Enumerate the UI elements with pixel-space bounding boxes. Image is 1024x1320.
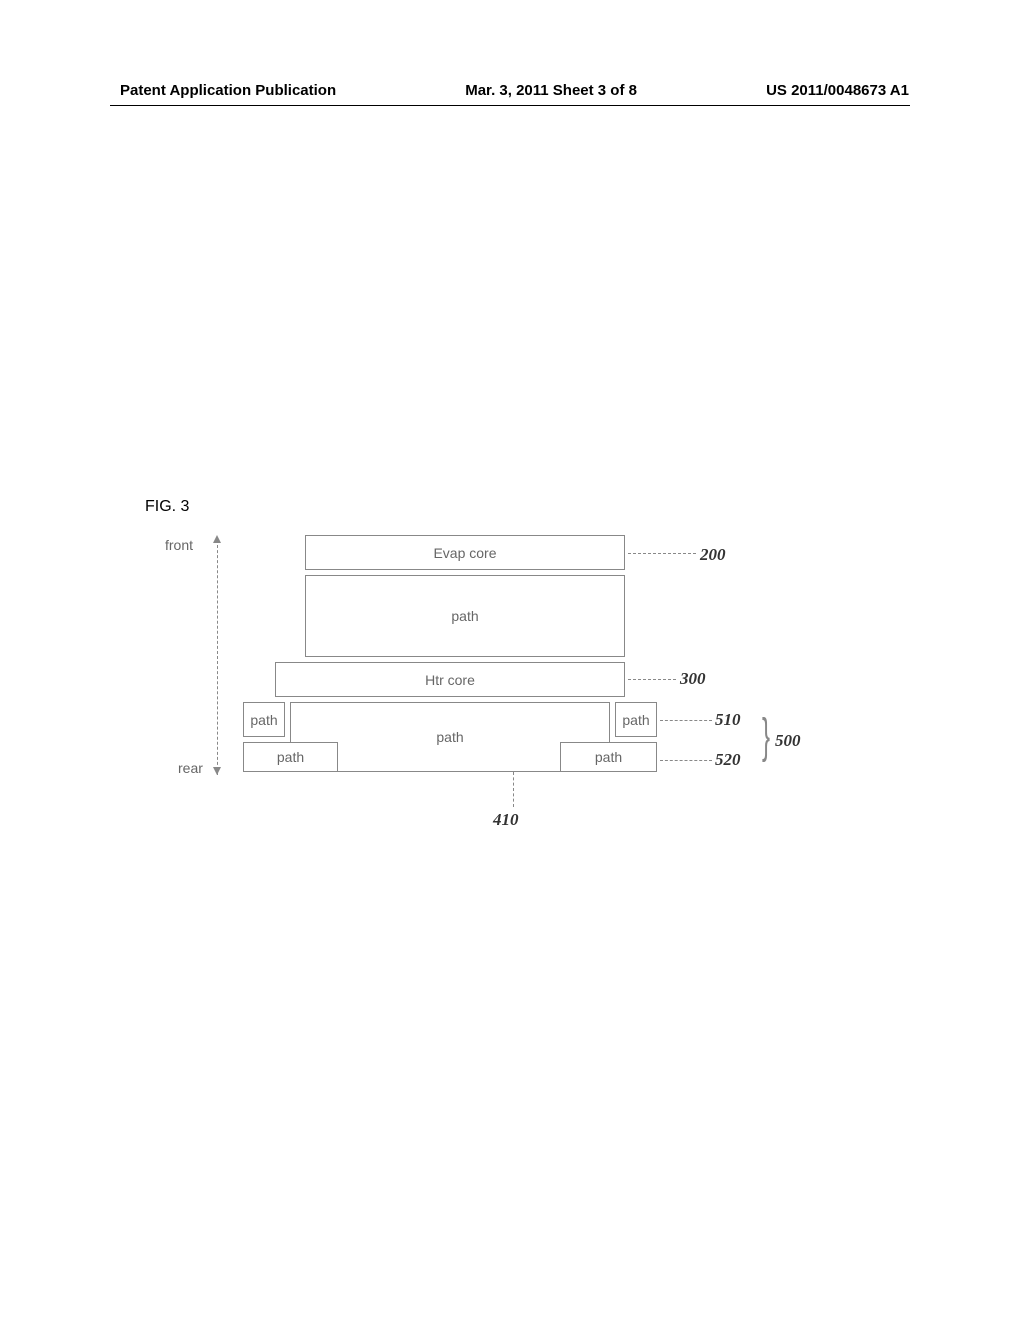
header-patent-number: US 2011/0048673 A1 [766, 82, 909, 99]
leader-300 [628, 679, 676, 680]
page-header: Patent Application Publication Mar. 3, 2… [0, 82, 1024, 99]
path-left-lower-box: path [243, 742, 338, 772]
callout-200: 200 [700, 545, 726, 565]
callout-510: 510 [715, 710, 741, 730]
front-label: front [165, 537, 193, 553]
callout-410: 410 [493, 810, 519, 830]
leader-510 [660, 720, 712, 721]
header-publication-type: Patent Application Publication [120, 82, 336, 99]
header-divider [110, 105, 910, 106]
figure-label: FIG. 3 [145, 498, 189, 516]
arrow-top-icon [213, 535, 221, 543]
arrow-bottom-icon [213, 767, 221, 775]
brace-icon: } [762, 713, 770, 761]
axis-line [217, 540, 218, 775]
leader-410 [513, 772, 514, 807]
diagram-container: front rear Evap core path Htr core path … [145, 535, 845, 805]
callout-500: 500 [775, 731, 801, 751]
path-upper-box: path [305, 575, 625, 657]
path-right-upper-box: path [615, 702, 657, 737]
path-left-upper-box: path [243, 702, 285, 737]
callout-520: 520 [715, 750, 741, 770]
leader-200 [628, 553, 696, 554]
htr-core-box: Htr core [275, 662, 625, 697]
path-right-lower-box: path [560, 742, 657, 772]
header-date-sheet: Mar. 3, 2011 Sheet 3 of 8 [465, 82, 637, 99]
callout-300: 300 [680, 669, 706, 689]
rear-label: rear [178, 760, 203, 776]
evap-core-box: Evap core [305, 535, 625, 570]
leader-520 [660, 760, 712, 761]
